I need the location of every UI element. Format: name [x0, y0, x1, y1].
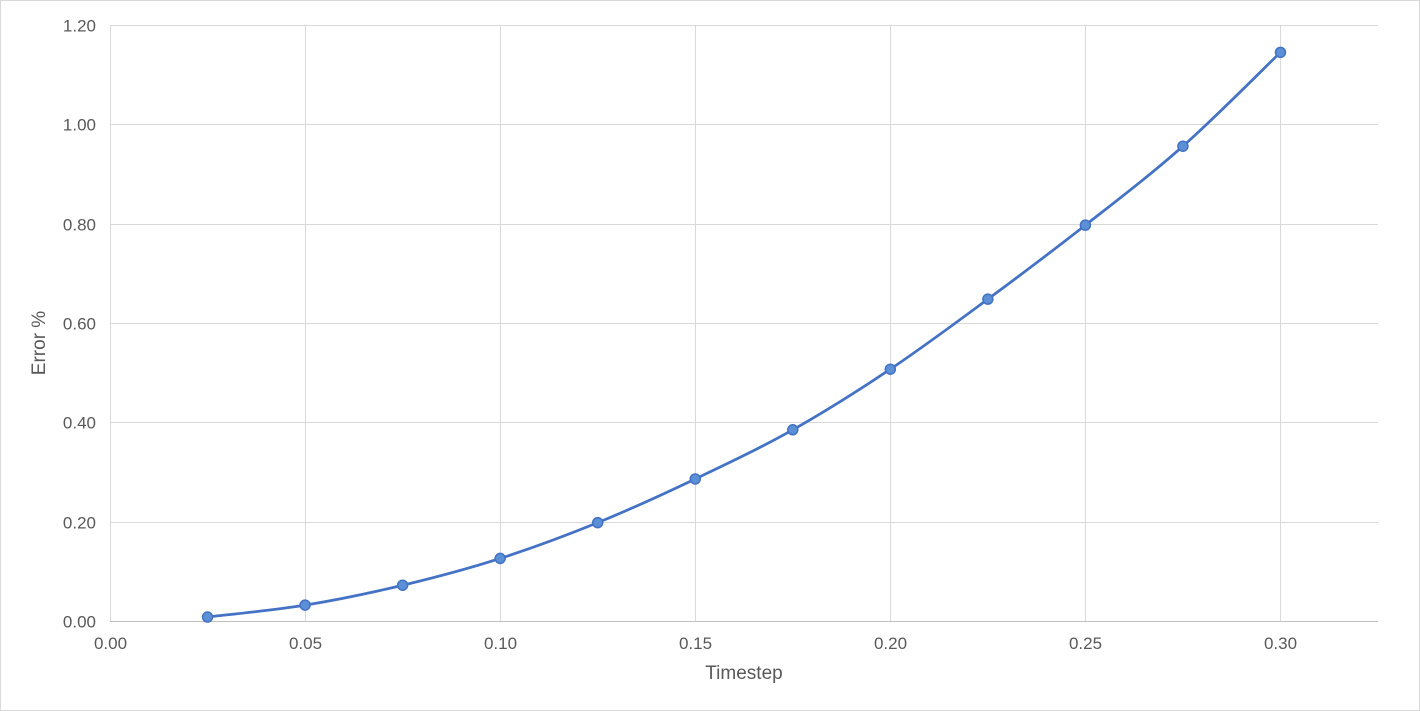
y-tick-label: 1.20	[63, 17, 96, 36]
x-tick-label: 0.30	[1264, 634, 1297, 653]
data-point	[787, 424, 799, 436]
x-tick-label: 0.05	[289, 634, 322, 653]
series-layer	[201, 46, 1287, 623]
data-point	[201, 611, 214, 623]
data-point	[689, 473, 701, 485]
data-point	[1274, 46, 1287, 59]
y-tick-label: 0.40	[63, 414, 96, 433]
y-tick-label: 1.00	[63, 116, 96, 135]
data-point	[494, 552, 506, 565]
data-point	[982, 293, 994, 305]
data-point	[591, 516, 604, 529]
axis-layer	[110, 25, 1378, 622]
x-tick-label: 0.25	[1069, 634, 1102, 653]
x-axis-title: Timestep	[705, 663, 782, 684]
x-tick-label: 0.15	[679, 634, 712, 653]
y-axis-title: Error %	[29, 311, 50, 376]
data-point	[884, 363, 897, 375]
tick-label-layer: 0.00 0.20 0.40 0.60 0.80 1.00 1.20 0.00 0.05 0.10…	[63, 17, 1297, 654]
x-tick-label: 0.10	[484, 634, 517, 653]
y-tick-label: 0.00	[63, 613, 96, 632]
x-tick-label: 0.00	[94, 634, 127, 653]
data-point	[299, 599, 311, 611]
y-tick-label: 0.80	[63, 216, 96, 235]
x-tick-label: 0.20	[874, 634, 907, 653]
grid-layer	[110, 25, 1378, 621]
y-tick-label: 0.20	[63, 514, 96, 533]
data-point	[1079, 219, 1092, 231]
data-point	[396, 579, 409, 591]
series-line	[206, 50, 1282, 619]
data-point	[1177, 140, 1189, 152]
y-tick-label: 0.60	[63, 315, 96, 334]
